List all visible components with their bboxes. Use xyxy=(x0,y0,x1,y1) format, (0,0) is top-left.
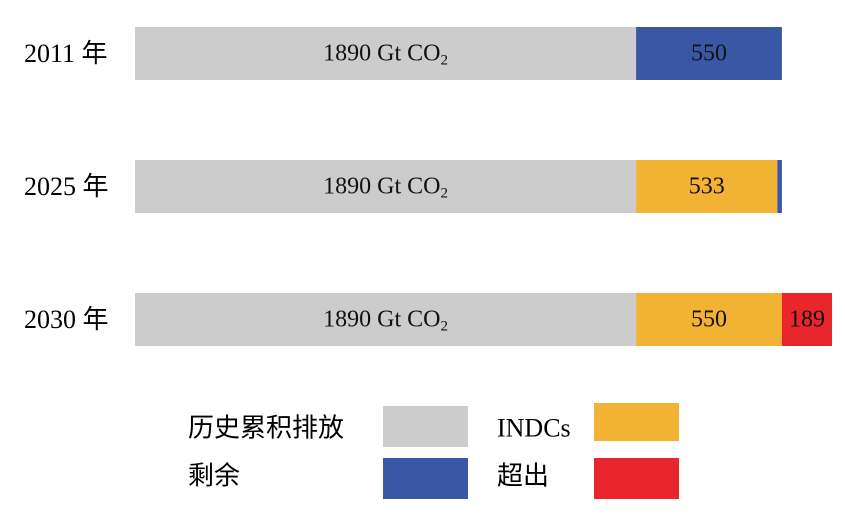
legend-swatch xyxy=(594,403,679,441)
bar-segment xyxy=(135,293,637,346)
legend-label: 剩余 xyxy=(188,462,240,491)
bar-segment xyxy=(781,293,832,346)
legend-swatch xyxy=(594,458,679,499)
bar-segment xyxy=(636,293,782,346)
bar-segment xyxy=(135,160,637,213)
legend-label: INDCs xyxy=(497,414,571,443)
data-label: 189 xyxy=(789,307,825,333)
bar-segment xyxy=(636,160,778,213)
data-label: 550 xyxy=(691,41,727,67)
legend-swatch xyxy=(383,406,468,447)
legend-label: 历史累积排放 xyxy=(188,414,344,443)
data-label: 533 xyxy=(689,174,725,200)
category-label: 2011 年 xyxy=(24,39,108,68)
data-label: 1890 Gt CO2 xyxy=(323,307,448,335)
legend-label: 超出 xyxy=(497,462,549,491)
category-label: 2025 年 xyxy=(24,172,109,201)
legend-swatch xyxy=(383,458,468,499)
data-label: 550 xyxy=(691,307,727,333)
bar-segment xyxy=(135,27,637,80)
category-label: 2030 年 xyxy=(24,305,109,334)
data-label: 1890 Gt CO2 xyxy=(323,174,448,202)
bar-segment xyxy=(777,160,782,213)
data-label: 1890 Gt CO2 xyxy=(323,41,448,69)
bar-segment xyxy=(636,27,782,80)
